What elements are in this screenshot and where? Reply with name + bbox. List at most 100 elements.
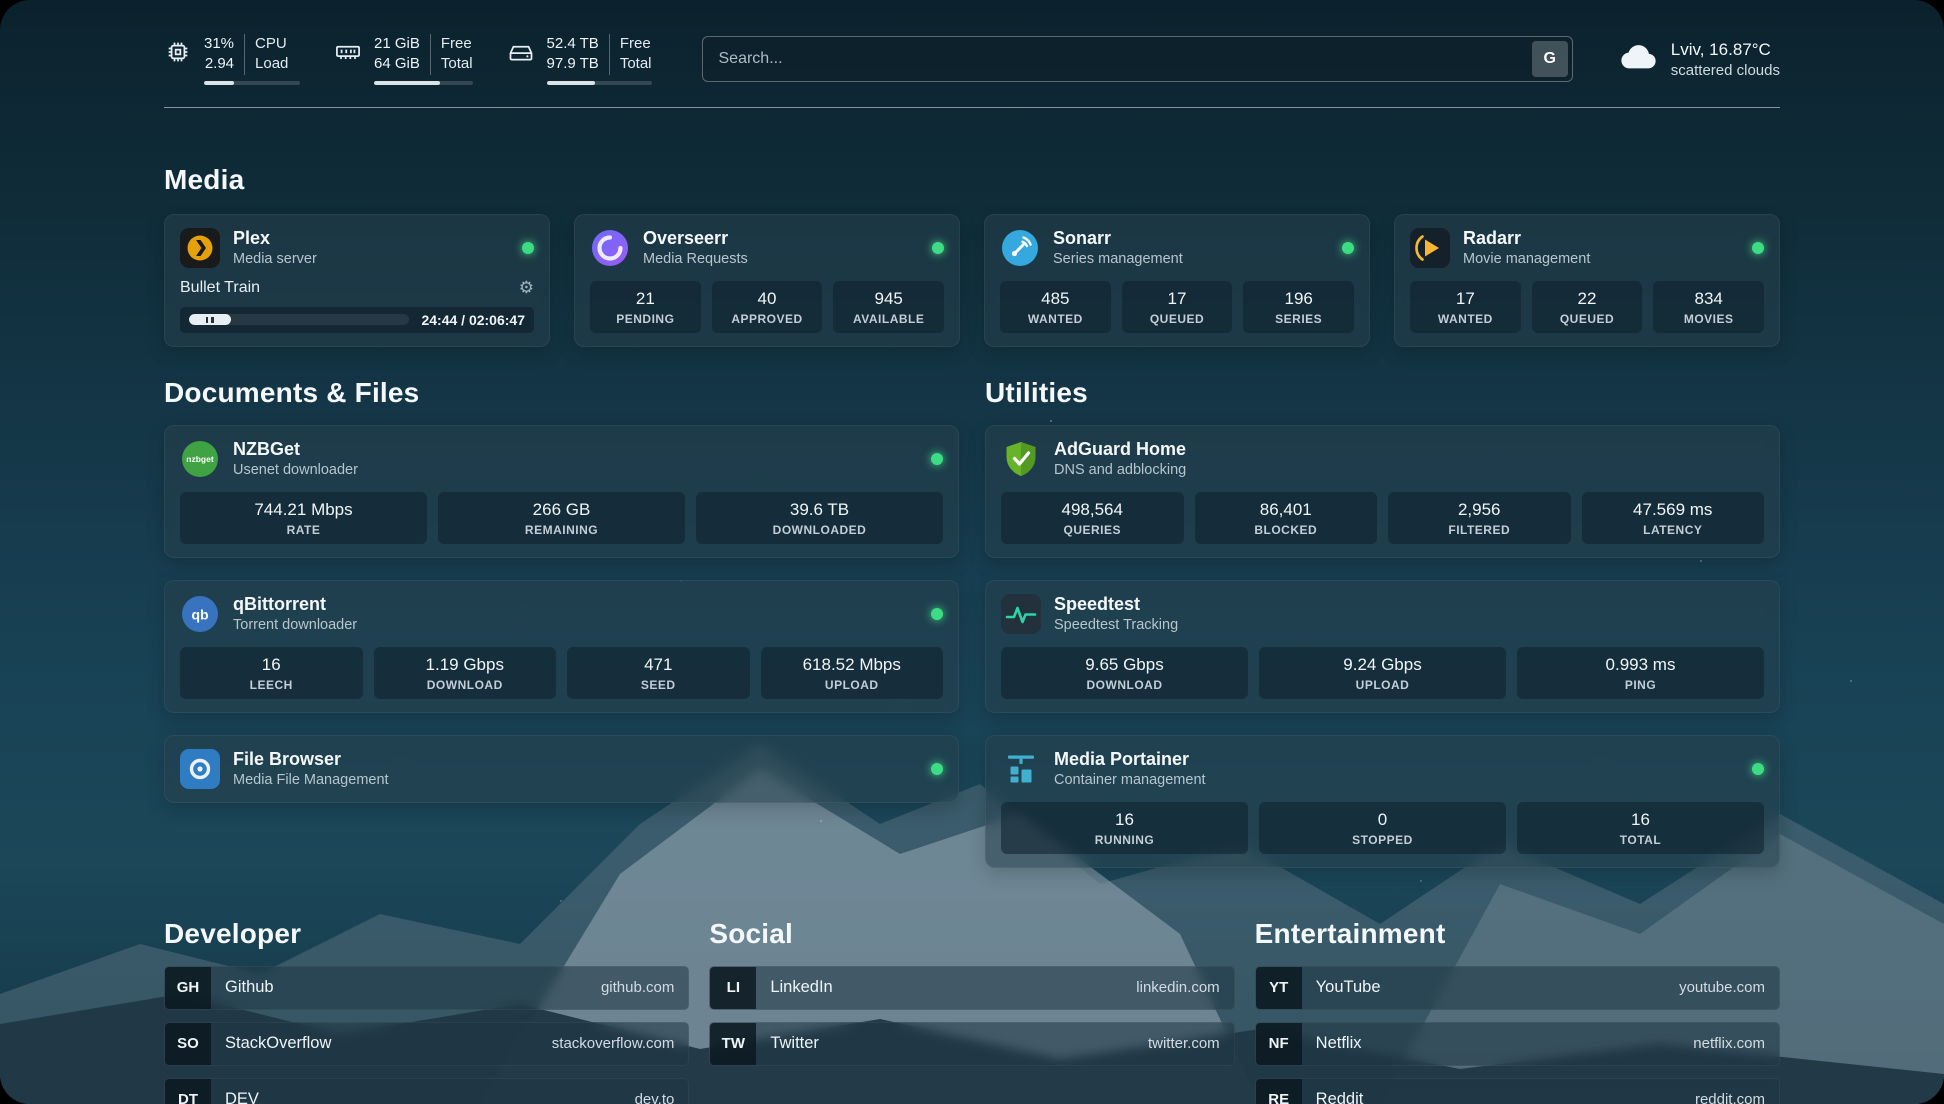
- sonarr-stat-queued: 17 QUEUED: [1121, 280, 1233, 333]
- bookmark-abbr: TW: [710, 1022, 757, 1065]
- bookmark-abbr: GH: [165, 966, 211, 1009]
- nzbget-stat-remaining: 266 GB REMAINING: [438, 491, 685, 544]
- speedtest-stat-upload: 9.24 Gbps UPLOAD: [1259, 646, 1506, 699]
- disk-total-value: 97.9 TB: [546, 55, 599, 73]
- qbittorrent-stat-seed: 471 SEED: [567, 646, 750, 699]
- app-desc: Container management: [1054, 772, 1206, 789]
- app-name: Overseerr: [643, 227, 729, 248]
- cpu-widget: 31% 2.94 CPU Load: [164, 34, 300, 85]
- radarr-stat-movies: 834 MOVIES: [1653, 280, 1765, 333]
- app-name: Plex: [233, 227, 271, 248]
- seek-track[interactable]: [189, 314, 410, 325]
- disk-free-label: Free: [619, 35, 651, 52]
- section-title-utilities: Utilities: [985, 376, 1088, 408]
- adguard-stat-blocked: 86,401 BLOCKED: [1194, 491, 1377, 544]
- adguard-stat-latency: 47.569 ms LATENCY: [1581, 491, 1764, 544]
- section-title-developer: Developer: [164, 917, 302, 949]
- adguard-icon: [1001, 439, 1041, 479]
- adguard-card[interactable]: AdGuard Home DNS and adblocking 498,564 Q…: [985, 424, 1780, 558]
- app-desc: Usenet downloader: [233, 462, 358, 479]
- qbittorrent-stat-upload: 618.52 Mbps UPLOAD: [760, 646, 943, 699]
- bookmark-abbr: SO: [165, 1022, 211, 1065]
- memory-progress-bar: [374, 80, 473, 85]
- app-name: Media Portainer: [1054, 748, 1190, 769]
- plex-card[interactable]: Plex Media server Bullet Train ⚙ 24:44 /…: [164, 213, 550, 347]
- cpu-progress-bar: [204, 80, 300, 85]
- radarr-icon: [1410, 227, 1450, 268]
- section-title-documents: Documents & Files: [164, 376, 420, 408]
- radarr-card[interactable]: Radarr Movie management 17 WANTED 22 QUEUE…: [1394, 213, 1780, 347]
- documents-column: Documents & Files nzbget NZBGet Usenet d…: [164, 377, 959, 868]
- bookmark-twitter[interactable]: TW Twitter twitter.com: [709, 1021, 1235, 1066]
- sonarr-card[interactable]: Sonarr Series management 485 WANTED 17 QUE…: [984, 213, 1370, 347]
- disk-widget: 52.4 TB 97.9 TB Free Total: [507, 34, 652, 85]
- bookmark-abbr: NF: [1255, 1022, 1302, 1065]
- nzbget-card[interactable]: nzbget NZBGet Usenet downloader 744.21 M…: [164, 424, 959, 558]
- filebrowser-icon: [180, 748, 220, 789]
- radarr-stat-wanted: 17 WANTED: [1410, 280, 1521, 333]
- memory-free-value: 21 GiB: [374, 35, 420, 52]
- radarr-stat-queued: 22 QUEUED: [1531, 280, 1643, 333]
- disk-free-value: 52.4 TB: [546, 35, 599, 52]
- app-desc: Series management: [1053, 251, 1183, 268]
- status-dot: [931, 762, 943, 775]
- utilities-column: Utilities AdGuard Home DNS and adblockin…: [985, 377, 1780, 868]
- bookmark-url: netflix.com: [1693, 1035, 1765, 1052]
- bookmark-name: LinkedIn: [770, 978, 833, 996]
- adguard-stat-queries: 498,564 QUERIES: [1001, 491, 1184, 544]
- bookmark-abbr: LI: [710, 966, 757, 1009]
- search-input[interactable]: [701, 36, 1573, 83]
- social-column: Social LI LinkedIn linkedin.com TW Twitt…: [709, 918, 1235, 1104]
- settings-gear-icon[interactable]: ⚙: [518, 278, 534, 297]
- cpu-load-value: 2.94: [204, 55, 235, 73]
- status-dot: [931, 607, 943, 620]
- qbittorrent-card[interactable]: qb qBittorrent Torrent downloader 16 LEEC…: [164, 579, 959, 713]
- bookmark-github[interactable]: GH Github github.com: [164, 965, 690, 1010]
- status-dot: [1342, 241, 1354, 254]
- nzbget-stat-downloaded: 39.6 TB DOWNLOADED: [696, 491, 943, 544]
- speedtest-card[interactable]: Speedtest Speedtest Tracking 9.65 Gbps DO…: [985, 579, 1780, 713]
- speedtest-icon: [1001, 593, 1041, 634]
- bookmark-youtube[interactable]: YT YouTube youtube.com: [1254, 965, 1780, 1010]
- status-dot: [1752, 241, 1764, 254]
- app-desc: DNS and adblocking: [1054, 462, 1187, 479]
- bookmark-url: linkedin.com: [1136, 979, 1220, 996]
- search-engine-button[interactable]: G: [1531, 41, 1568, 78]
- pause-icon[interactable]: [189, 314, 231, 325]
- filebrowser-card[interactable]: File Browser Media File Management: [164, 734, 959, 803]
- overseerr-icon: [590, 228, 630, 268]
- cloud-icon: [1617, 36, 1659, 83]
- playback-time: 24:44 / 02:06:47: [421, 311, 525, 328]
- bookmark-url: youtube.com: [1679, 979, 1765, 996]
- cpu-icon: [164, 34, 192, 66]
- overseerr-stat-approved: 40 APPROVED: [711, 280, 823, 333]
- playback-bar[interactable]: 24:44 / 02:06:47: [180, 306, 534, 333]
- adguard-stat-filtered: 2,956 FILTERED: [1388, 491, 1571, 544]
- top-bar: 31% 2.94 CPU Load: [164, 34, 1780, 85]
- bookmark-linkedin[interactable]: LI LinkedIn linkedin.com: [709, 965, 1235, 1010]
- portainer-card[interactable]: Media Portainer Container management 16 R…: [985, 734, 1780, 868]
- svg-text:qb: qb: [191, 606, 208, 622]
- portainer-icon: [1001, 749, 1041, 789]
- bookmark-stackoverflow[interactable]: SO StackOverflow stackoverflow.com: [164, 1021, 690, 1066]
- bookmark-reddit[interactable]: RE Reddit reddit.com: [1254, 1077, 1780, 1104]
- bookmark-url: stackoverflow.com: [551, 1035, 675, 1052]
- speedtest-stat-download: 9.65 Gbps DOWNLOAD: [1001, 646, 1248, 699]
- cpu-percent: 31%: [204, 35, 235, 52]
- app-name: Speedtest: [1054, 593, 1141, 614]
- overseerr-stat-pending: 21 PENDING: [590, 280, 701, 333]
- bookmark-dev[interactable]: DT DEV dev.to: [164, 1077, 690, 1104]
- status-dot: [932, 241, 944, 254]
- bookmark-name: DEV: [225, 1090, 259, 1104]
- bookmark-abbr: RE: [1255, 1078, 1302, 1104]
- qbittorrent-icon: qb: [180, 594, 220, 634]
- developer-column: Developer GH Github github.com SO StackO…: [164, 917, 690, 1104]
- memory-total-label: Total: [440, 55, 473, 73]
- bookmark-netflix[interactable]: NF Netflix netflix.com: [1254, 1021, 1780, 1066]
- bookmark-name: YouTube: [1315, 978, 1381, 996]
- memory-free-label: Free: [440, 35, 472, 52]
- app-desc: Media File Management: [233, 772, 389, 789]
- overseerr-card[interactable]: Overseerr Media Requests 21 PENDING 40 APP…: [574, 213, 960, 347]
- app-name: NZBGet: [233, 438, 300, 459]
